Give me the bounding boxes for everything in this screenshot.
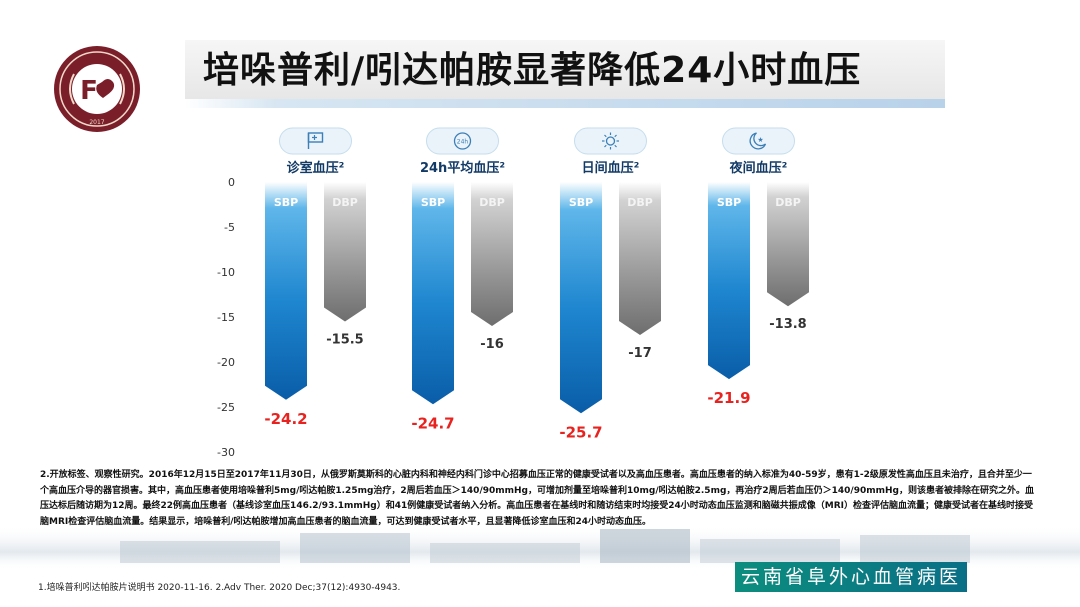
y-tick-label: -15 [217, 311, 235, 324]
y-tick-label: -10 [217, 266, 235, 279]
group-label: 诊室血压² [287, 160, 345, 176]
dbp-bar [619, 182, 661, 335]
dbp-bar [324, 182, 366, 322]
dbp-series-label: DBP [332, 196, 358, 209]
page-title: 培哚普利/吲达帕胺显著降低24小时血压 [203, 50, 862, 91]
hospital-logo: F 2017 [54, 46, 140, 132]
dbp-series-label: DBP [479, 196, 505, 209]
sbp-value-label: -21.9 [707, 389, 750, 407]
dbp-bar [471, 182, 513, 326]
icon-pill [722, 127, 795, 155]
dbp-value-label: -15.5 [326, 333, 363, 348]
references: 1.培哚普利吲达帕胺片说明书 2020-11-16. 2.Adv Ther. 2… [38, 583, 401, 593]
dbp-series-label: DBP [775, 196, 801, 209]
dbp-value-label: -13.8 [769, 317, 806, 332]
study-footnote: 2.开放标签、观察性研究。2016年12月15日至2017年11月30日，从俄罗… [40, 470, 1034, 527]
sbp-series-label: SBP [421, 196, 445, 209]
y-tick-label: 0 [228, 176, 235, 189]
svg-text:★: ★ [757, 136, 763, 144]
sbp-bar [708, 182, 750, 380]
icon-pill [279, 127, 352, 155]
group-label: 日间血压² [582, 160, 640, 176]
title-underline [185, 99, 945, 108]
dbp-bar [767, 182, 809, 307]
dbp-value-label: -16 [480, 337, 504, 352]
dbp-value-label: -17 [628, 346, 652, 361]
y-tick-label: -20 [217, 356, 235, 369]
dbp-series-label: DBP [627, 196, 653, 209]
icon-pill [426, 127, 499, 155]
group-label: 24h平均血压² [420, 160, 505, 176]
y-tick-label: -5 [224, 221, 235, 234]
hospital-banner: 云南省阜外心血管病医院 [735, 562, 967, 607]
sbp-value-label: -24.7 [411, 414, 454, 432]
bp-reduction-chart: 0 -5 -10 -15 -20 -25 -30 诊室血压² SBP -24.2 DBP -15.5 2… [217, 127, 809, 459]
logo-year: 2017 [89, 119, 104, 126]
moon-star-icon: ★ [749, 132, 767, 150]
group-label: 夜间血压² [729, 160, 788, 176]
svg-text:24h: 24h [457, 139, 469, 146]
title-bar [185, 40, 945, 102]
sbp-bar [560, 182, 602, 414]
icon-pill [574, 127, 647, 155]
sun-icon [602, 132, 619, 150]
logo-letter: F [80, 76, 98, 106]
hospital-name: 云南省阜外心血管病医院 [740, 566, 961, 607]
y-tick-label: -25 [217, 401, 235, 414]
flag-icon [307, 132, 324, 149]
hospital-skyline-image [0, 525, 1080, 570]
sbp-bar [265, 182, 307, 400]
sbp-value-label: -25.7 [559, 423, 602, 441]
sbp-bar [412, 182, 454, 405]
sbp-value-label: -24.2 [264, 410, 307, 428]
24h-clock-icon: 24h [453, 132, 472, 150]
sbp-series-label: SBP [569, 196, 593, 209]
sbp-series-label: SBP [274, 196, 298, 209]
y-tick-label: -30 [217, 446, 235, 459]
sbp-series-label: SBP [717, 196, 741, 209]
